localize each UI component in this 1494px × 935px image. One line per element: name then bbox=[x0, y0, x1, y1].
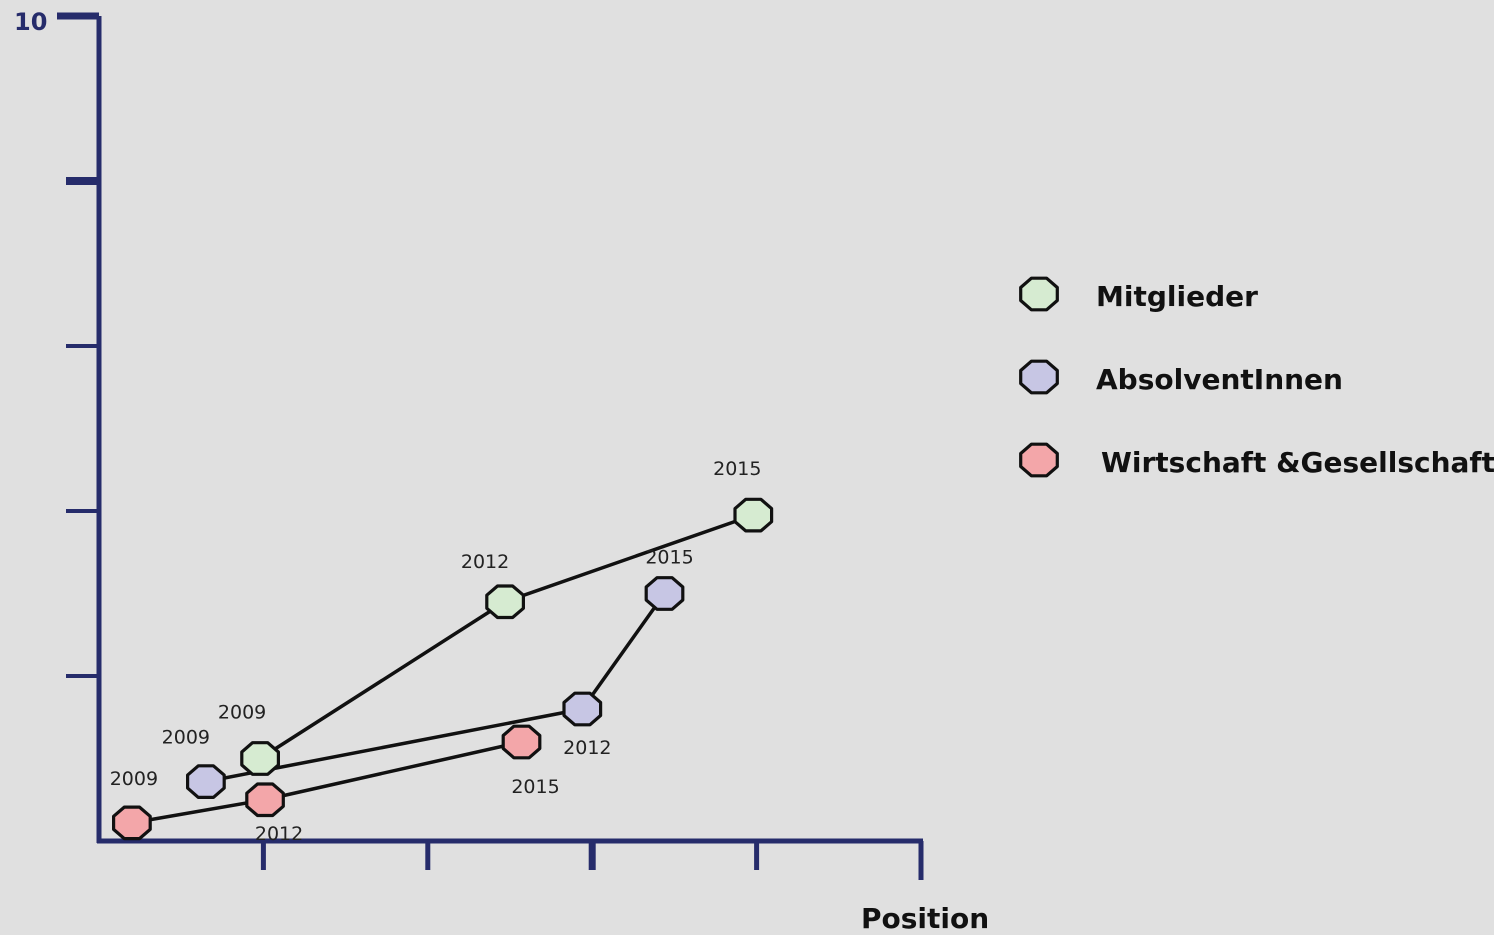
point-label: 2015 bbox=[511, 776, 559, 798]
point-label: 2015 bbox=[645, 547, 693, 569]
legend-label: Mitglieder bbox=[1096, 280, 1258, 313]
data-point bbox=[485, 584, 525, 620]
legend: Mitglieder AbsolventInnen Wirtschaft &Gese… bbox=[1019, 276, 1494, 479]
point-label: 2009 bbox=[218, 702, 266, 724]
point-label: 2012 bbox=[563, 737, 611, 759]
point-label: 2009 bbox=[162, 727, 210, 749]
point-label: 2012 bbox=[255, 823, 303, 845]
legend-marker bbox=[1019, 442, 1059, 478]
axes: 10 Position bbox=[14, 8, 989, 935]
axis-ticks bbox=[57, 12, 924, 880]
data-point bbox=[112, 805, 152, 841]
y-axis-max-label: 10 bbox=[14, 8, 47, 36]
data-point bbox=[562, 691, 603, 727]
legend-marker bbox=[1019, 276, 1059, 312]
data-point bbox=[501, 724, 542, 760]
point-label: 2012 bbox=[461, 551, 509, 573]
data-point bbox=[644, 576, 685, 611]
data-point bbox=[240, 741, 280, 776]
data-point bbox=[186, 764, 226, 799]
legend-label: AbsolventInnen bbox=[1096, 363, 1343, 396]
data-point bbox=[733, 497, 774, 533]
legend-marker bbox=[1019, 359, 1059, 395]
point-label: 2009 bbox=[110, 768, 158, 790]
legend-label: Wirtschaft &Gesellschaft bbox=[1101, 446, 1494, 479]
point-label: 2015 bbox=[713, 458, 761, 480]
x-axis-title: Position bbox=[861, 902, 989, 935]
data-point bbox=[245, 782, 285, 818]
